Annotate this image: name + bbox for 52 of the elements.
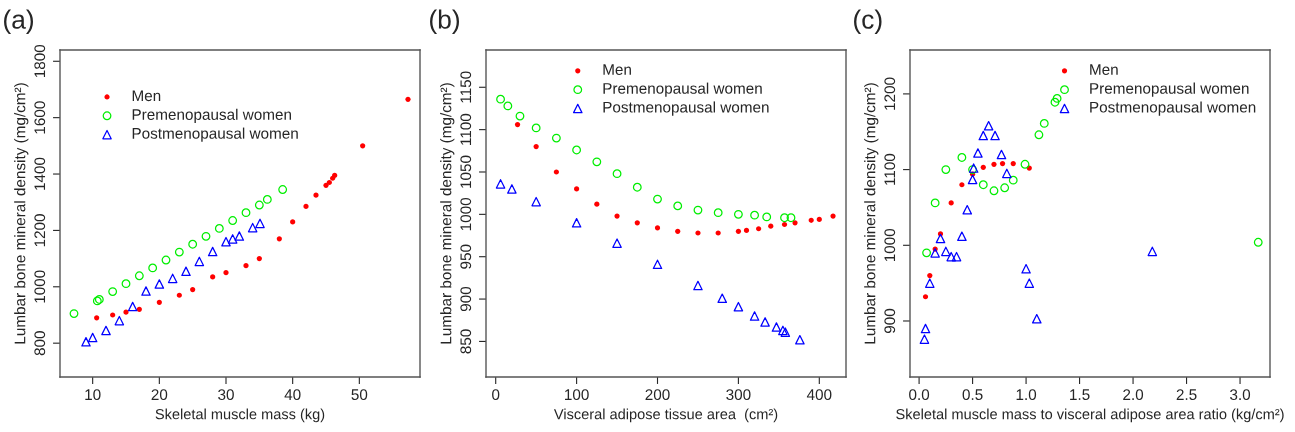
y-tick-label: 1050	[460, 155, 472, 188]
y-axis-title: Lumbar bone mineral density (mg/cm²)	[14, 83, 29, 344]
x-tick-label: 10	[85, 389, 101, 401]
chart-title: (b)	[430, 9, 460, 35]
chart-title: (a)	[4, 9, 34, 35]
legend-label: Postmenopausal women	[603, 101, 769, 116]
x-tick-label: 3.0	[1230, 389, 1251, 401]
legend-label: Men	[603, 64, 631, 75]
x-tick-label: 0.0	[909, 389, 930, 401]
y-tick-label: 1000	[34, 270, 46, 303]
y-tick-label: 1000	[460, 197, 472, 231]
y-tick-label: 1100	[460, 113, 472, 145]
y-tick-label: 1100	[884, 153, 896, 185]
x-tick-label: 300	[726, 389, 751, 401]
legend-label: Postmenopausal women	[132, 127, 298, 142]
legend-label: Premenopausal women	[1090, 82, 1249, 97]
x-tick-label: 0.5	[962, 389, 983, 401]
y-tick-label: 1200	[884, 77, 896, 110]
x-tick-label: 1.0	[1016, 389, 1037, 401]
y-tick-label: 1400	[34, 157, 46, 190]
x-axis-title: Skeletal muscle mass (kg)	[155, 408, 325, 423]
y-tick-label: 1800	[34, 44, 46, 78]
y-axis-title: Lumbar bone mineral density (mg/cm²)	[440, 83, 455, 344]
legend-label: Postmenopausal women	[1090, 101, 1256, 116]
x-axis-title: Skeletal muscle mass to visceral adipose area ratio (kg/cm²)	[896, 408, 1284, 423]
y-tick-label: 850	[460, 329, 472, 354]
chart-title: (c)	[854, 9, 882, 35]
x-tick-label: 30	[218, 389, 234, 401]
y-tick-label: 900	[460, 286, 472, 312]
legend-label: Men	[132, 90, 161, 102]
x-tick-label: 40	[284, 389, 301, 401]
y-tick-label: 1200	[34, 214, 46, 247]
y-axis-title: Lumbar bone mineral density (mg/cm²)	[864, 83, 879, 344]
x-tick-label: 50	[351, 389, 368, 401]
x-tick-label: 2.5	[1176, 389, 1197, 401]
y-tick-label: 1000	[884, 228, 896, 262]
y-tick-label: 900	[884, 308, 896, 334]
y-tick-label: 800	[34, 331, 46, 356]
x-tick-label: 1.5	[1070, 389, 1090, 401]
x-tick-label: 20	[151, 389, 168, 401]
legend-label: Men	[1090, 64, 1118, 75]
x-tick-label: 2.0	[1123, 389, 1144, 401]
legend-label: Premenopausal women	[603, 82, 762, 97]
x-axis-title: Visceral adipose tissue area (cm²)	[553, 408, 778, 423]
y-tick-label: 1600	[34, 101, 46, 134]
x-tick-label: 0	[492, 389, 500, 401]
y-tick-label: 1150	[460, 71, 472, 103]
x-tick-label: 400	[806, 389, 832, 401]
y-tick-label: 950	[460, 244, 472, 269]
x-tick-label: 100	[565, 389, 589, 401]
x-tick-label: 200	[645, 389, 670, 401]
legend-label: Premenopausal women	[132, 108, 291, 123]
